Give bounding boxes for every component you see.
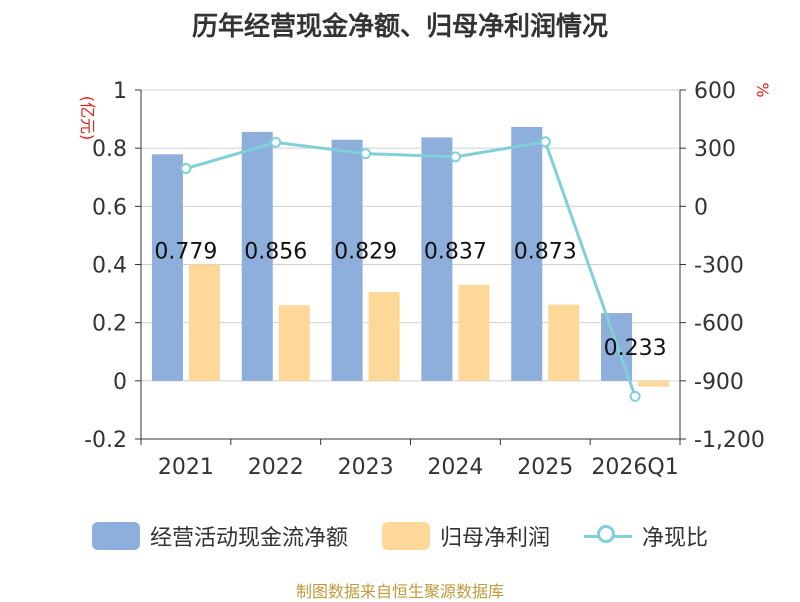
x-axis-tick-label: 2025 <box>517 455 573 480</box>
legend-label-ratio: 净现比 <box>642 526 709 551</box>
legend-label-profit: 归母净利润 <box>439 526 550 551</box>
ratio-point <box>270 136 282 148</box>
left-axis-tick-label: -0.2 <box>84 428 127 453</box>
cash-bar <box>511 126 543 381</box>
ratio-point <box>180 163 192 175</box>
cash-data-label: 0.233 <box>604 336 667 361</box>
legend: 经营活动现金流净额 归母净利润 净现比 <box>0 516 800 556</box>
x-axis-tick-label: 2024 <box>427 455 483 480</box>
ratio-line <box>185 140 637 397</box>
cash-bar <box>151 154 183 381</box>
cash-bar <box>331 139 363 381</box>
legend-swatch-ratio <box>584 522 632 550</box>
right-axis-tick-label: -300 <box>694 254 744 279</box>
profit-bar <box>458 284 490 381</box>
profit-bar <box>278 305 310 381</box>
legend-item-profit[interactable]: 归母净利润 <box>381 520 550 552</box>
x-axis-tick-label: 2023 <box>338 455 394 480</box>
legend-swatch-profit <box>381 522 430 550</box>
left-axis-tick-label: 0.6 <box>92 195 127 220</box>
right-unit-label: % <box>753 82 772 97</box>
profit-bar <box>368 292 400 381</box>
left-axis-tick-label: 0.8 <box>92 137 127 162</box>
ratio-point <box>360 148 372 160</box>
right-axis-tick-label: -1,200 <box>694 428 765 453</box>
left-axis-tick-label: 1 <box>113 79 127 104</box>
legend-item-cash[interactable]: 经营活动现金流净额 <box>91 520 348 552</box>
left-axis-tick-label: 0 <box>113 370 127 395</box>
cash-data-label: 0.779 <box>154 240 217 265</box>
cash-data-label: 0.837 <box>424 240 487 265</box>
ratio-point <box>629 390 641 402</box>
cash-bar <box>421 137 453 381</box>
right-axis-tick-label: 600 <box>694 79 736 104</box>
cash-bar <box>241 131 273 381</box>
profit-bar <box>188 264 220 381</box>
profit-bar <box>638 380 670 387</box>
left-unit-label: (亿元) <box>78 96 97 141</box>
cash-data-label: 0.856 <box>244 240 307 265</box>
left-axis-tick-label: 0.4 <box>92 254 127 279</box>
x-axis-tick-label: 2026Q1 <box>591 455 678 480</box>
ratio-point <box>539 136 551 148</box>
right-axis-tick-label: -900 <box>694 370 744 395</box>
legend-item-ratio[interactable]: 净现比 <box>584 520 708 552</box>
x-axis-tick-label: 2022 <box>248 455 304 480</box>
right-axis-tick-label: 0 <box>694 195 708 220</box>
right-axis-tick-label: 300 <box>694 137 736 162</box>
x-axis-tick-label: 2021 <box>158 455 214 480</box>
right-axis-tick-label: -600 <box>694 312 744 337</box>
profit-bar <box>548 304 580 381</box>
chart-title: 历年经营现金净额、归母净利润情况 <box>191 12 608 42</box>
cash-data-label: 0.829 <box>334 240 397 265</box>
legend-label-cash: 经营活动现金流净额 <box>149 526 348 551</box>
legend-swatch-cash <box>91 522 140 550</box>
left-axis-tick-label: 0.2 <box>92 312 127 337</box>
source-note: 制图数据来自恒生聚源数据库 <box>295 582 504 601</box>
ratio-point <box>449 151 461 163</box>
cash-data-label: 0.873 <box>514 240 577 265</box>
